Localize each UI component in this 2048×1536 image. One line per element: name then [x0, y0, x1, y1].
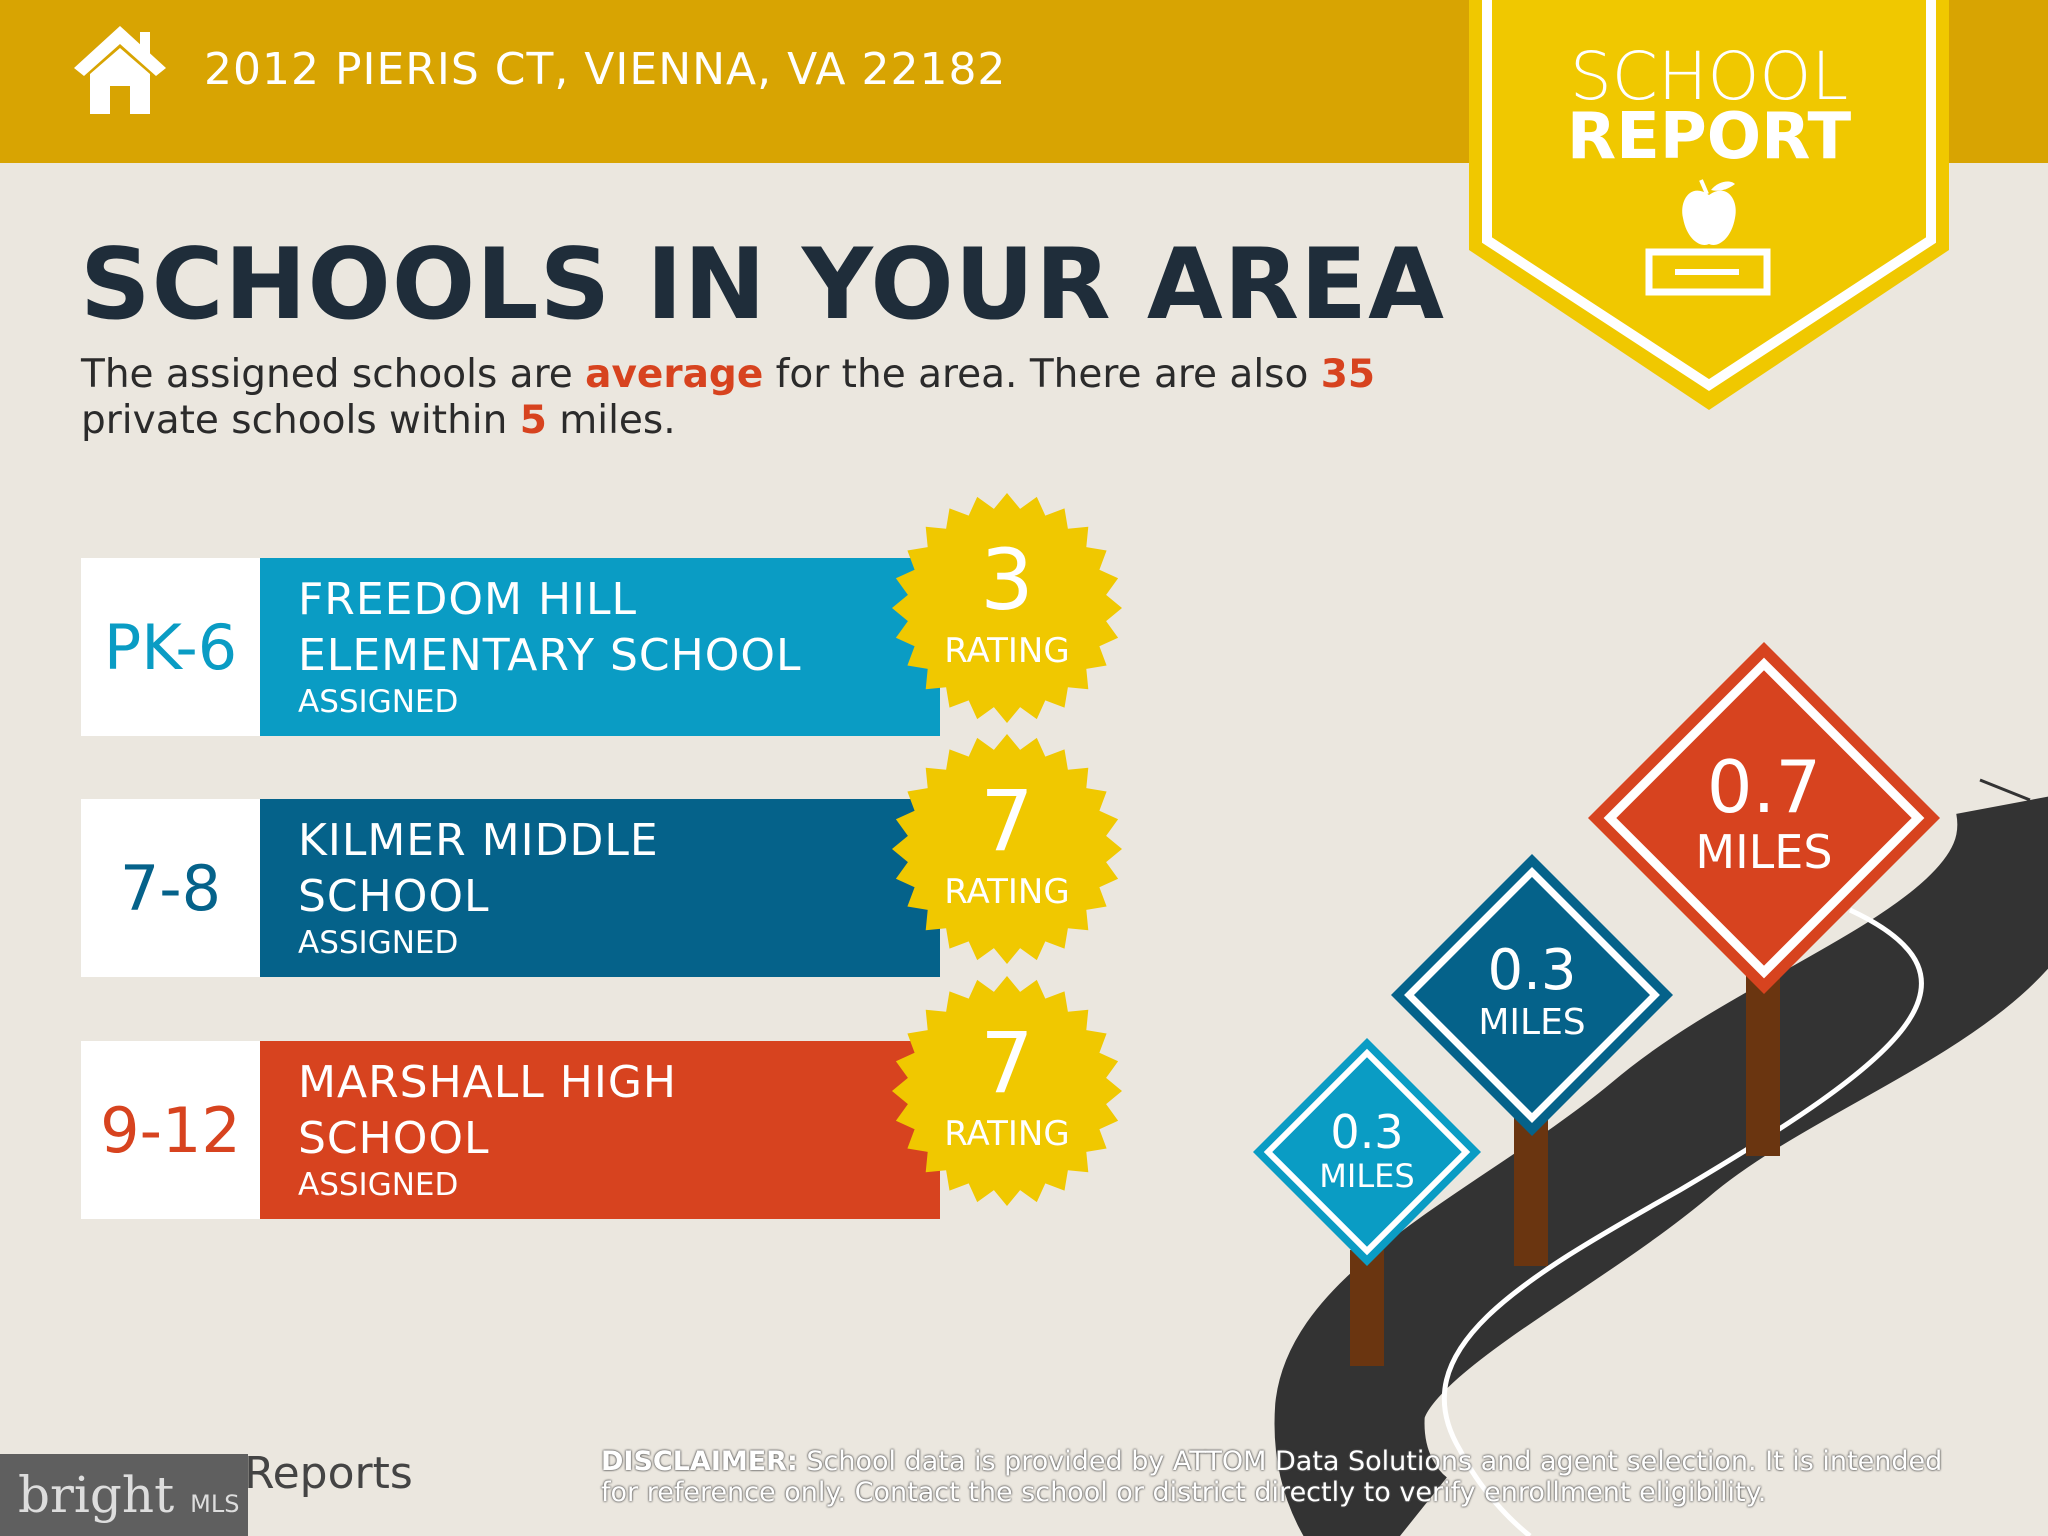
starburst-shape	[892, 976, 1122, 1206]
distance-sign-0.3-middle	[1391, 854, 1673, 1136]
page-title: SCHOOLS IN YOUR AREA	[80, 228, 1445, 342]
grade-range: 9-12	[81, 1041, 260, 1219]
rating-label: RATING	[944, 631, 1070, 671]
assignment-status: ASSIGNED	[298, 684, 459, 720]
school-name: MARSHALL HIGH SCHOOL	[298, 1057, 678, 1164]
rating-label: RATING	[944, 872, 1070, 912]
school-name-bar: FREEDOM HILL ELEMENTARY SCHOOL ASSIGNED	[260, 558, 940, 736]
rating-burst: 7 RATING	[892, 734, 1122, 964]
reports-logo-text: Reports	[244, 1448, 413, 1499]
distance-label: 0.3 MILES	[1478, 937, 1586, 1043]
home-icon	[74, 26, 166, 114]
school-name: FREEDOM HILL ELEMENTARY SCHOOL	[298, 574, 802, 681]
school-row: 9-12 MARSHALL HIGH SCHOOL ASSIGNED 7 RATI…	[81, 976, 1122, 1219]
badge-title-line2: REPORT	[1566, 100, 1852, 174]
private-count: 35	[1320, 352, 1376, 397]
rating-value: 3	[980, 531, 1034, 629]
assignment-status: ASSIGNED	[298, 925, 459, 961]
rating-burst: 3 RATING	[892, 493, 1122, 723]
distance-label: 0.3 MILES	[1319, 1105, 1415, 1195]
school-row: PK-6 FREEDOM HILL ELEMENTARY SCHOOL ASSIG…	[81, 493, 1122, 736]
starburst-shape	[892, 493, 1122, 723]
starburst-shape	[892, 734, 1122, 964]
school-name-bar: MARSHALL HIGH SCHOOL ASSIGNED	[260, 1041, 940, 1219]
school-name-bar: KILMER MIDDLE SCHOOL ASSIGNED	[260, 799, 940, 977]
bright-mls-logo: bright MLS	[0, 1454, 248, 1536]
miles-radius: 5	[519, 398, 547, 443]
rating-value: 7	[980, 1014, 1034, 1112]
apple-on-book-icon	[1645, 179, 1771, 296]
school-row: 7-8 KILMER MIDDLE SCHOOL ASSIGNED 7 RATIN…	[81, 734, 1122, 977]
distance-sign-0.3-elementary	[1253, 1038, 1481, 1266]
summary-text: The assigned schools are average for the…	[81, 352, 1376, 443]
distance-sign-0.7	[1588, 642, 1940, 994]
school-report-badge	[1469, 0, 1949, 410]
rating-burst: 7 RATING	[892, 976, 1122, 1206]
distance-label: 0.7 MILES	[1695, 744, 1833, 880]
disclaimer-text: DISCLAIMER: School data is provided by A…	[601, 1446, 1943, 1508]
property-address: 2012 PIERIS CT, VIENNA, VA 22182	[204, 44, 1007, 95]
assignment-status: ASSIGNED	[298, 1167, 459, 1203]
badge-title-line1: SCHOOL	[1569, 38, 1849, 115]
rating-value: 7	[980, 772, 1034, 870]
road-illustration	[1274, 778, 2048, 1536]
rating-label: RATING	[944, 1114, 1070, 1154]
quality-highlight: average	[585, 352, 764, 397]
school-name: KILMER MIDDLE SCHOOL	[298, 815, 659, 922]
grade-range: PK-6	[81, 558, 260, 736]
grade-range: 7-8	[81, 799, 260, 977]
